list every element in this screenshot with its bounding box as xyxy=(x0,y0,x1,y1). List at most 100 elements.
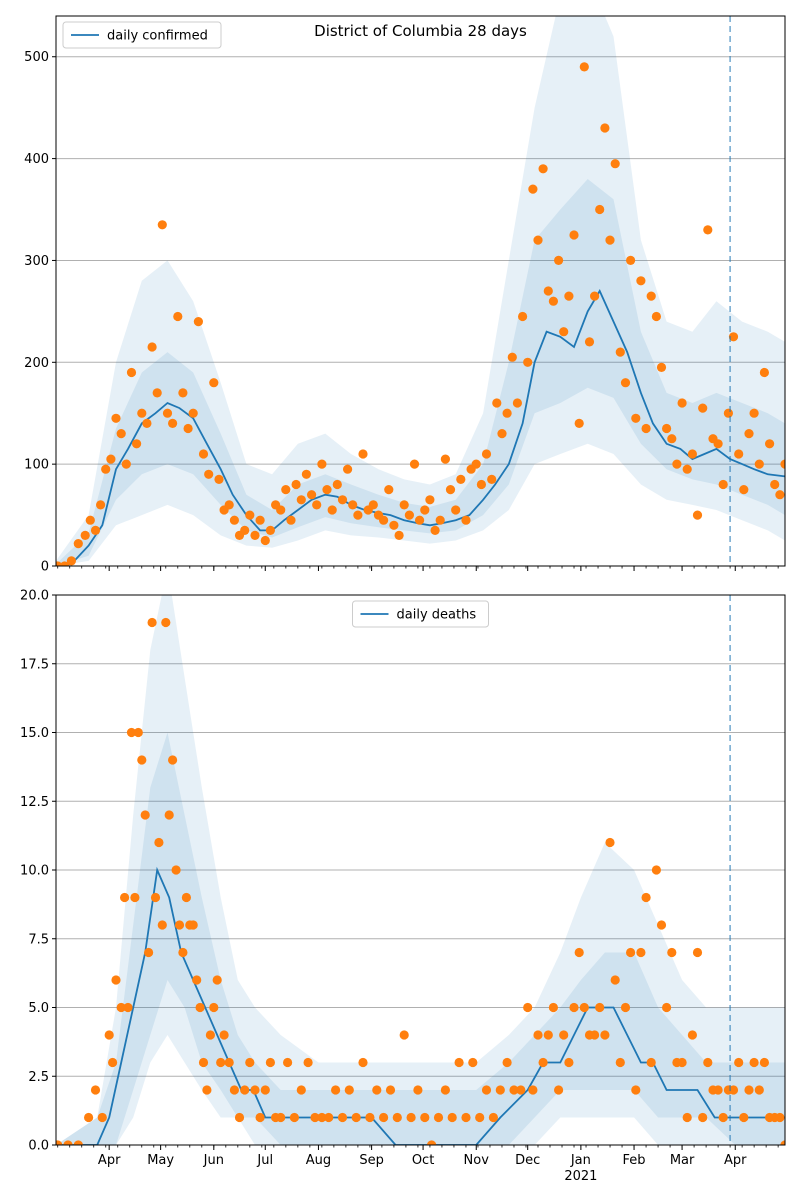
data-point xyxy=(399,500,409,510)
data-point xyxy=(533,235,543,245)
data-point xyxy=(574,418,584,428)
data-point xyxy=(590,291,600,301)
y-tick-label: 100 xyxy=(24,458,49,473)
data-point xyxy=(101,464,111,474)
data-point xyxy=(133,727,143,738)
data-point xyxy=(564,291,574,301)
plot-area xyxy=(56,16,785,566)
data-point xyxy=(435,515,445,525)
data-point xyxy=(538,164,548,174)
data-point xyxy=(56,1140,63,1145)
data-point xyxy=(718,479,728,490)
data-point xyxy=(303,1057,313,1068)
data-point xyxy=(116,1002,126,1013)
data-point xyxy=(130,892,140,903)
data-point xyxy=(595,204,605,215)
data-point xyxy=(209,378,219,388)
data-point xyxy=(533,1030,543,1040)
data-point xyxy=(739,485,749,495)
data-point xyxy=(137,755,147,765)
data-point xyxy=(150,892,161,903)
data-point xyxy=(662,423,672,434)
data-point xyxy=(63,1140,73,1145)
data-point xyxy=(283,1057,293,1068)
data-point xyxy=(260,535,270,546)
chart-title: District of Columbia 28 days xyxy=(314,22,527,40)
data-point xyxy=(744,429,754,439)
x-tick-label: Jun xyxy=(203,1153,224,1168)
data-point xyxy=(492,398,502,408)
legend: daily confirmed xyxy=(62,21,222,49)
data-point xyxy=(780,1140,785,1145)
data-point xyxy=(255,515,265,525)
data-point xyxy=(481,449,492,459)
data-point xyxy=(406,1112,416,1123)
data-point xyxy=(389,520,399,530)
data-point xyxy=(296,495,306,505)
data-point xyxy=(234,1112,245,1123)
data-point xyxy=(471,459,481,469)
data-point xyxy=(147,617,157,628)
y-tick-label: 12.5 xyxy=(20,795,49,810)
data-point xyxy=(224,500,234,510)
data-point xyxy=(147,342,157,352)
data-point xyxy=(538,1057,548,1068)
data-point xyxy=(73,539,83,549)
data-point xyxy=(656,362,667,372)
data-point xyxy=(121,459,131,469)
data-point xyxy=(392,1112,402,1123)
data-point xyxy=(698,403,708,413)
data-point xyxy=(754,459,764,469)
data-point xyxy=(554,1085,564,1095)
data-point xyxy=(631,1085,641,1095)
y-tick-label: 200 xyxy=(24,356,49,371)
data-point xyxy=(667,947,677,958)
data-point xyxy=(543,286,553,296)
data-point xyxy=(440,1085,450,1095)
data-point xyxy=(312,500,322,510)
data-point xyxy=(610,159,620,169)
x-tick-label: Aug xyxy=(306,1153,331,1168)
data-point xyxy=(574,947,584,958)
data-point xyxy=(224,1057,234,1068)
y-tick-label: 20.0 xyxy=(20,589,49,604)
data-point xyxy=(301,469,311,479)
data-point xyxy=(427,1140,437,1145)
data-point xyxy=(245,1057,255,1068)
data-point xyxy=(192,975,202,985)
data-point xyxy=(433,1112,444,1123)
data-point xyxy=(120,892,130,903)
data-point xyxy=(528,184,538,194)
data-point xyxy=(337,1112,348,1123)
data-point xyxy=(615,1057,625,1068)
data-point xyxy=(636,276,646,286)
data-point xyxy=(80,530,90,541)
data-point xyxy=(276,505,286,515)
data-point xyxy=(116,429,126,439)
data-point xyxy=(667,434,677,444)
data-point xyxy=(281,485,291,495)
data-point xyxy=(250,530,260,541)
series-line xyxy=(56,289,785,566)
data-point xyxy=(754,1085,764,1095)
data-point xyxy=(183,423,193,434)
data-point xyxy=(368,500,378,510)
data-point xyxy=(713,439,723,449)
x-year-label: 2021 xyxy=(564,1169,597,1184)
y-tick-label: 500 xyxy=(24,50,49,65)
data-point xyxy=(548,1002,559,1013)
data-point xyxy=(142,418,152,428)
data-point xyxy=(579,62,589,72)
data-point xyxy=(344,1085,354,1095)
data-point xyxy=(487,474,497,484)
data-point xyxy=(502,1057,512,1068)
data-point xyxy=(204,469,214,479)
data-point xyxy=(214,474,224,484)
data-point xyxy=(528,1085,538,1095)
data-point xyxy=(497,429,507,439)
data-point xyxy=(584,337,595,347)
data-point xyxy=(495,1085,505,1095)
data-point xyxy=(353,510,363,520)
data-point xyxy=(126,727,137,738)
data-point xyxy=(703,1057,713,1068)
